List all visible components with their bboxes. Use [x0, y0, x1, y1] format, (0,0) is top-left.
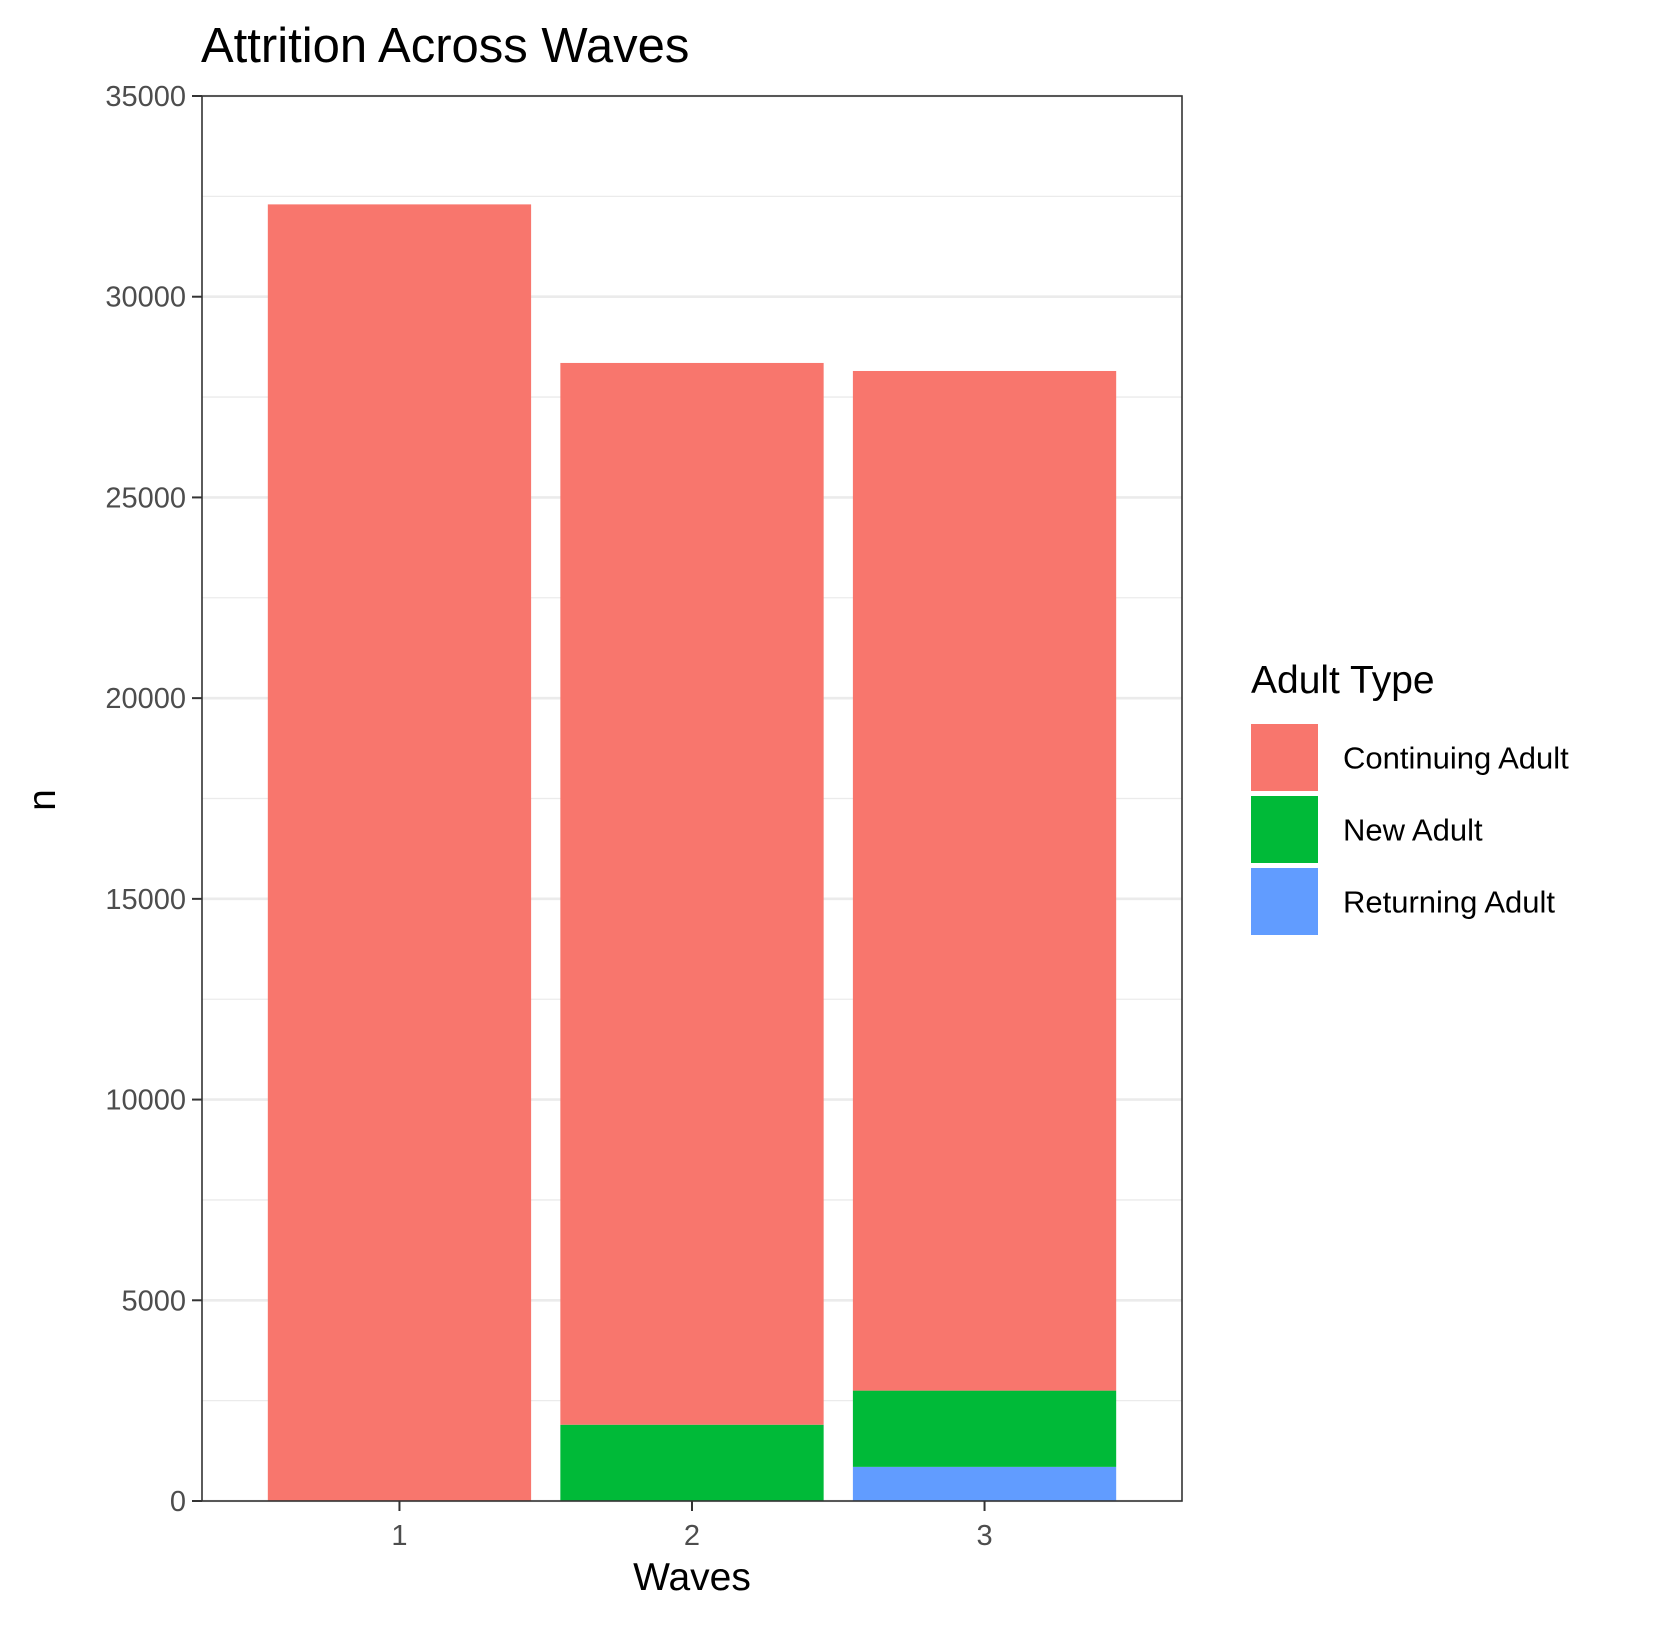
bar-returning-adult-wave-3 [852, 1466, 1117, 1501]
legend-label-returning-adult: Returning Adult [1343, 885, 1555, 920]
y-tick-label: 10000 [105, 1085, 186, 1117]
legend-key-continuing-adult [1251, 724, 1318, 791]
x-tick-label: 3 [976, 1520, 992, 1552]
bar-new-adult-wave-2 [560, 1424, 824, 1501]
chart-title: Attrition Across Waves [201, 19, 689, 73]
legend: Adult Type Continuing Adult New Adult Retu… [1251, 659, 1569, 935]
y-tick-label: 25000 [105, 482, 186, 514]
bar-continuing-adult-wave-2 [560, 362, 824, 1425]
bar-continuing-adult-wave-3 [852, 370, 1117, 1391]
x-tick-label: 1 [391, 1520, 407, 1552]
x-axis: 1 2 3 [391, 1501, 993, 1552]
y-tick-label: 20000 [105, 683, 186, 715]
legend-title: Adult Type [1251, 659, 1435, 702]
legend-label-new-adult: New Adult [1343, 813, 1483, 848]
x-axis-title: Waves [633, 1556, 751, 1599]
y-tick-label: 35000 [105, 81, 186, 113]
bars [267, 204, 1117, 1501]
legend-key-returning-adult [1251, 868, 1318, 935]
bar-new-adult-wave-3 [852, 1390, 1117, 1467]
legend-label-continuing-adult: Continuing Adult [1343, 741, 1569, 776]
y-tick-label: 0 [170, 1486, 186, 1518]
y-tick-label: 15000 [105, 884, 186, 916]
y-tick-label: 5000 [121, 1285, 186, 1317]
y-axis-title: n [21, 789, 64, 811]
legend-key-new-adult [1251, 796, 1318, 863]
y-tick-label: 30000 [105, 282, 186, 314]
y-axis: 0 5000 10000 15000 20000 25000 30000 35000 [105, 81, 202, 1518]
bar-continuing-adult-wave-1 [267, 204, 532, 1501]
x-tick-label: 2 [684, 1520, 700, 1552]
